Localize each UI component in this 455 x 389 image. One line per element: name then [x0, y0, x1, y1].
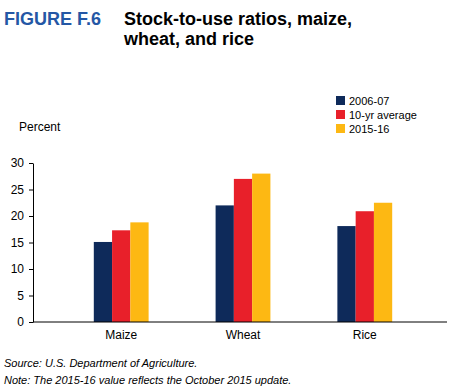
x-tick: Rice: [353, 322, 377, 342]
y-tick-label: 5: [17, 289, 24, 303]
title: Stock-to-use ratios, maize,wheat, and ri…: [123, 9, 352, 49]
y-tick-label: 10: [11, 262, 25, 276]
bar-series: [130, 174, 392, 322]
y-tick: 25: [11, 183, 33, 197]
bar: [356, 211, 374, 322]
y-tick-label: 0: [17, 315, 24, 329]
x-tick-label: Maize: [105, 328, 137, 342]
bar: [374, 203, 392, 322]
bar-series: [94, 205, 356, 322]
x-tick: Wheat: [226, 322, 261, 342]
y-tick-label: 20: [11, 209, 25, 223]
bar: [130, 222, 148, 322]
bar: [234, 179, 252, 322]
y-axis-title: Percent: [19, 120, 61, 134]
y-tick-label: 30: [11, 156, 25, 170]
chart: FIGURE F.6 Stock-to-use ratios, maize,whe…: [0, 0, 455, 389]
y-tick-label: 15: [11, 236, 25, 250]
y-tick: 0: [17, 315, 33, 329]
bar: [112, 230, 130, 322]
y-tick-mark: [29, 269, 33, 270]
note: Note: The 2015-16 value reflects the Oct…: [4, 374, 291, 386]
legend-label: 2006-07: [349, 95, 389, 107]
bar-series: [112, 179, 374, 322]
y-tick: 20: [11, 209, 33, 223]
x-tick: Maize: [105, 322, 137, 342]
y-axis-line: [33, 164, 34, 323]
legend: 2006-07 10-yr average 2015-16: [336, 95, 417, 135]
title-line: Stock-to-use ratios, maize,: [124, 9, 352, 29]
legend-swatch: [336, 124, 345, 133]
x-tick-label: Wheat: [226, 328, 261, 342]
y-axis: 0 5 10 15 20 25 30: [11, 156, 34, 329]
y-tick: 30: [11, 156, 33, 170]
y-tick-label: 25: [11, 183, 25, 197]
legend-swatch: [336, 96, 345, 105]
bar: [252, 174, 270, 322]
bar: [216, 205, 234, 322]
y-tick-mark: [29, 296, 33, 297]
y-tick-mark: [29, 216, 33, 217]
y-tick-mark: [29, 322, 33, 323]
y-tick: 5: [17, 289, 33, 303]
bar: [337, 226, 355, 322]
y-tick: 10: [11, 262, 33, 276]
y-tick: 15: [11, 236, 33, 250]
source: Source: U.S. Department of Agriculture.: [4, 357, 197, 369]
legend-swatch: [336, 110, 345, 119]
figure-label: FIGURE F.6: [4, 9, 101, 29]
legend-label: 10-yr average: [349, 109, 417, 121]
y-tick-mark: [29, 243, 33, 244]
title-line: wheat, and rice: [123, 29, 254, 49]
legend-label: 2015-16: [349, 123, 389, 135]
bar: [94, 242, 112, 322]
x-axis: Maize Wheat Rice: [33, 322, 447, 342]
x-tick-label: Rice: [353, 328, 377, 342]
y-tick-mark: [29, 190, 33, 191]
y-tick-mark: [29, 163, 33, 164]
x-axis-line: [33, 322, 447, 323]
bars: [94, 174, 392, 322]
